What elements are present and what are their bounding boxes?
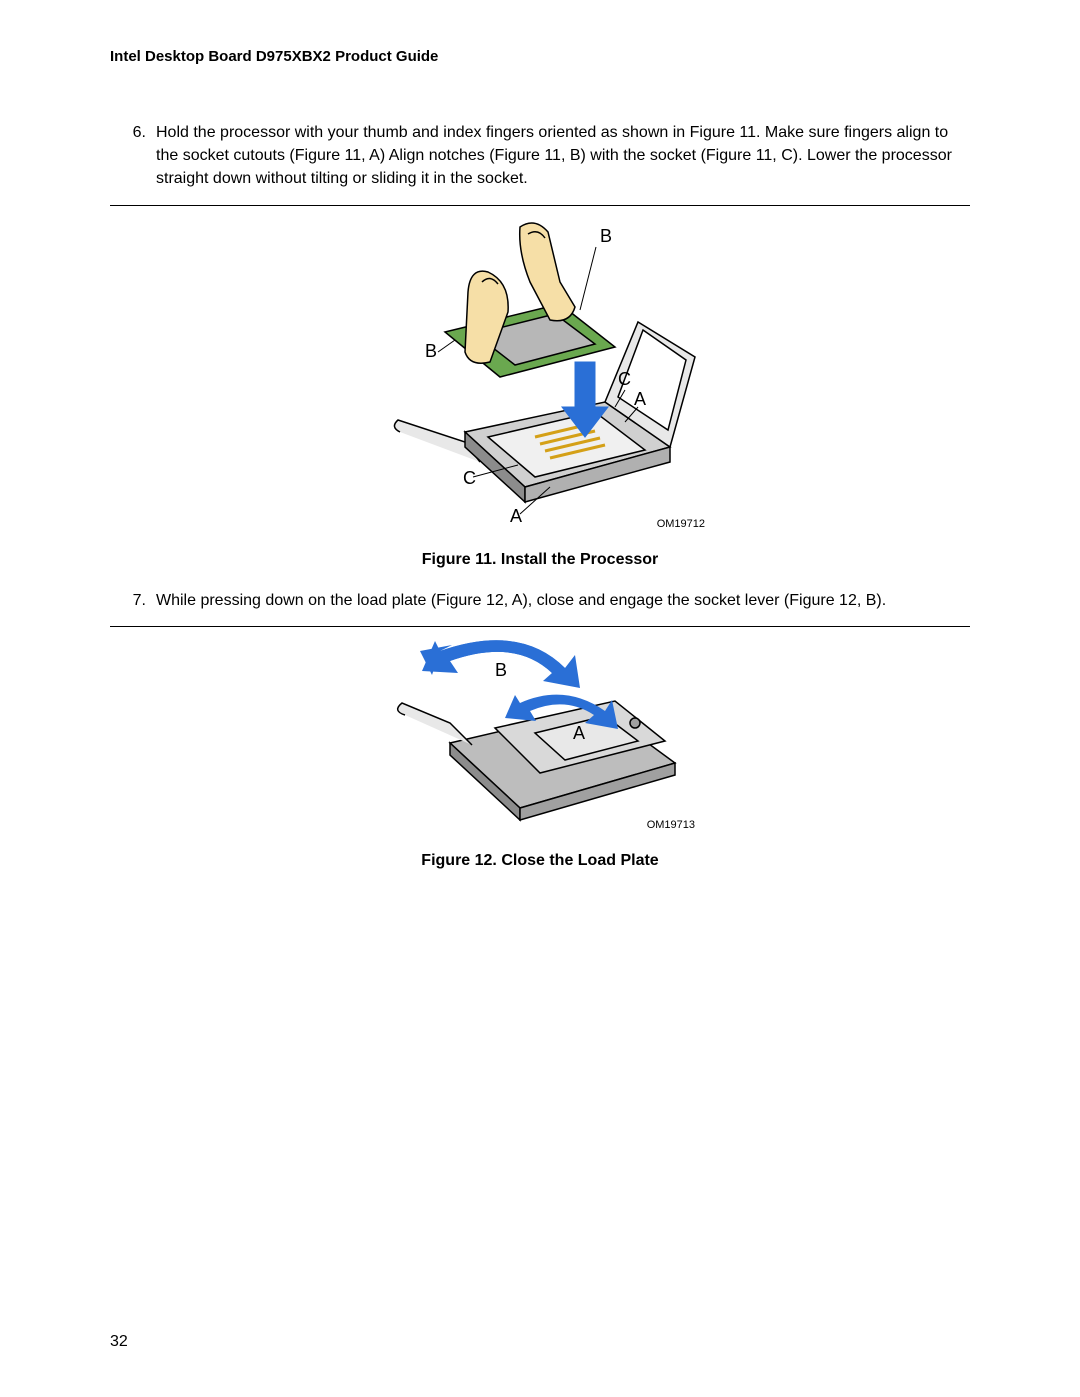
step-6-number: 6. (110, 121, 156, 191)
figure-12-svg: B A OM19713 (380, 633, 700, 833)
figure-11-caption: Figure 11. Install the Processor (110, 551, 970, 569)
figure-12-id: OM19713 (647, 819, 695, 831)
page-number: 32 (110, 1333, 128, 1351)
page-header: Intel Desktop Board D975XBX2 Product Gui… (110, 48, 970, 65)
figure-11-label-A-right: A (634, 389, 646, 409)
step-6: 6. Hold the processor with your thumb an… (110, 121, 970, 191)
divider-2 (110, 626, 970, 627)
step-6-text: Hold the processor with your thumb and i… (156, 121, 970, 191)
figure-11: B B C A C A OM19712 (110, 212, 970, 537)
figure-12: B A OM19713 (110, 633, 970, 838)
figure-12-label-A: A (573, 723, 585, 743)
figure-12-label-B: B (495, 660, 507, 680)
divider-1 (110, 205, 970, 206)
figure-11-label-C-bottom: C (463, 468, 476, 488)
figure-11-label-B-left: B (425, 341, 437, 361)
step-7-text: While pressing down on the load plate (F… (156, 589, 970, 612)
figure-12-caption: Figure 12. Close the Load Plate (110, 852, 970, 870)
figure-11-svg: B B C A C A OM19712 (370, 212, 710, 532)
step-7-number: 7. (110, 589, 156, 612)
figure-11-label-A-bottom: A (510, 506, 522, 526)
figure-11-label-C-right: C (618, 369, 631, 389)
figure-11-label-B-top: B (600, 226, 612, 246)
step-7: 7. While pressing down on the load plate… (110, 589, 970, 612)
figure-11-id: OM19712 (657, 518, 705, 530)
